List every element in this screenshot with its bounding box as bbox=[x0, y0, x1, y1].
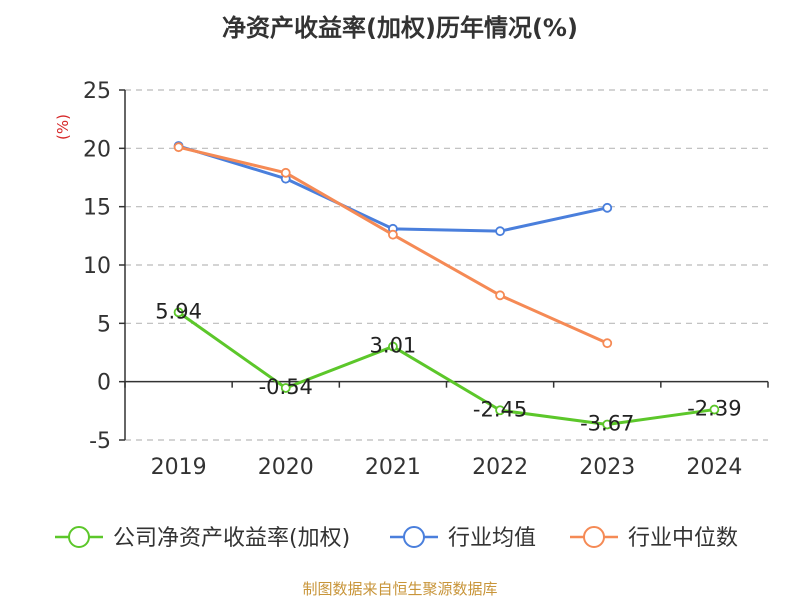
data-label: -3.67 bbox=[580, 411, 634, 435]
data-point[interactable] bbox=[602, 419, 613, 430]
x-tick-label: 2020 bbox=[258, 455, 314, 480]
data-label: -2.39 bbox=[687, 397, 741, 421]
y-axis-unit-label: (%) bbox=[54, 114, 72, 140]
data-label: 5.94 bbox=[155, 299, 202, 323]
legend-label: 行业中位数 bbox=[628, 526, 738, 551]
y-tick-label: 5 bbox=[97, 312, 111, 337]
y-tick-label: 20 bbox=[83, 137, 111, 162]
x-tick-label: 2023 bbox=[579, 455, 635, 480]
series-line-0 bbox=[177, 311, 715, 426]
data-label: -2.45 bbox=[473, 397, 527, 421]
data-point[interactable] bbox=[602, 338, 613, 349]
x-tick-label: 2019 bbox=[151, 455, 207, 480]
data-label: -0.54 bbox=[259, 375, 313, 399]
y-tick-label: 15 bbox=[83, 196, 111, 221]
legend-item-2[interactable]: 行业中位数 bbox=[570, 526, 738, 551]
data-point[interactable] bbox=[495, 290, 505, 301]
data-point[interactable] bbox=[602, 202, 613, 213]
legend-item-0[interactable]: 公司净资产收益率(加权) bbox=[55, 526, 350, 551]
legend-marker bbox=[583, 526, 605, 548]
data-point[interactable] bbox=[495, 405, 505, 416]
legend-marker bbox=[403, 526, 425, 548]
series-line-2 bbox=[178, 145, 608, 345]
series-line-1 bbox=[178, 144, 608, 233]
legend-label: 行业均值 bbox=[448, 526, 536, 551]
y-tick-label: 25 bbox=[83, 79, 111, 104]
data-label: 3.01 bbox=[370, 334, 417, 358]
data-point[interactable] bbox=[495, 226, 505, 237]
data-labels: 5.94 -0.54 3.01 -2.45 -3.67 -2.39 bbox=[155, 299, 741, 435]
series bbox=[173, 141, 720, 430]
data-point[interactable] bbox=[280, 383, 291, 393]
data-point[interactable] bbox=[173, 142, 184, 153]
legend-item-1[interactable]: 行业均值 bbox=[390, 526, 536, 551]
legend[interactable]: 公司净资产收益率(加权) 行业均值 行业中位数 bbox=[55, 526, 738, 551]
source-note: 制图数据来自恒生聚源数据库 bbox=[302, 580, 497, 598]
x-tick-label: 2024 bbox=[686, 455, 742, 480]
data-point[interactable] bbox=[388, 341, 398, 352]
x-tick-label: 2021 bbox=[365, 455, 421, 480]
y-tick-label: 0 bbox=[97, 371, 111, 396]
x-tick-label: 2022 bbox=[472, 455, 528, 480]
chart-title: 净资产收益率(加权)历年情况(%) bbox=[222, 14, 578, 42]
y-tick-label: 10 bbox=[83, 254, 111, 279]
legend-marker bbox=[68, 526, 90, 548]
axes: -5 0 5 10 15 20 25 2019 2020 2021 2022 2023 2024 bbox=[83, 79, 769, 480]
data-point[interactable] bbox=[709, 404, 720, 415]
legend-label: 公司净资产收益率(加权) bbox=[113, 526, 350, 551]
data-point[interactable] bbox=[388, 229, 398, 240]
data-point[interactable] bbox=[280, 167, 291, 178]
y-tick-label: -5 bbox=[89, 429, 111, 454]
data-point[interactable] bbox=[173, 307, 184, 318]
